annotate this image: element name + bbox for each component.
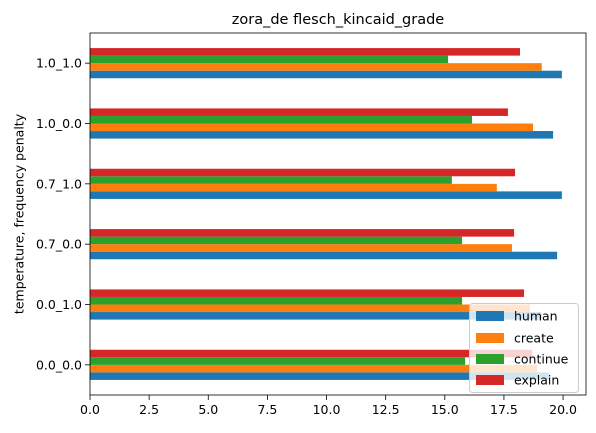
legend-entry-continue: continue [476, 352, 569, 367]
x-tick-label: 7.5 [257, 402, 277, 417]
x-tick-label: 15.0 [431, 402, 459, 417]
y-tick-label: 0.7_0.0 [36, 237, 82, 252]
bar-create-0.0_1.0 [90, 304, 530, 313]
y-tick-label: 1.0_1.0 [36, 56, 82, 71]
bar-human-0.0_1.0 [90, 312, 542, 320]
bar-create-0.0_0.0 [90, 364, 538, 373]
x-tick-label: 5.0 [198, 402, 218, 417]
y-axis-label: temperature, frequency penalty [12, 113, 27, 314]
x-tick-label: 12.5 [372, 402, 400, 417]
bar-human-0.0_0.0 [90, 372, 549, 380]
legend-swatch-create [476, 333, 504, 343]
legend-entry-explain: explain [476, 373, 559, 388]
bar-continue-1.0_0.0 [90, 115, 472, 124]
bar-continue-0.7_0.0 [90, 236, 463, 245]
bar-continue-0.0_0.0 [90, 357, 466, 365]
chart-title: zora_de flesch_kincaid_grade [232, 12, 445, 28]
legend-label-explain: explain [514, 373, 559, 388]
bar-create-1.0_0.0 [90, 123, 534, 132]
bar-human-1.0_0.0 [90, 131, 554, 139]
axes-frame [89, 32, 587, 396]
bar-explain-0.7_0.0 [90, 229, 515, 237]
x-tick-label: 17.5 [490, 402, 518, 417]
legend: human create continue explain [469, 303, 579, 393]
legend-swatch-explain [476, 375, 504, 385]
bar-create-1.0_1.0 [90, 63, 542, 71]
bar-create-0.7_1.0 [90, 183, 497, 192]
ticks-layer: 0.0_0.0 0.0_1.0 0.7_0.0 0.7_1.0 1.0_0.0 1.0_1… [36, 56, 577, 417]
legend-frame [469, 303, 579, 393]
bar-human-0.7_0.0 [90, 251, 558, 260]
legend-label-continue: continue [514, 352, 569, 367]
legend-entry-human: human [476, 309, 558, 324]
y-tick-label: 0.0_0.0 [36, 357, 82, 372]
x-tick-label: 20.0 [549, 402, 577, 417]
bar-continue-0.0_1.0 [90, 296, 463, 305]
legend-swatch-continue [476, 354, 504, 364]
x-tick-label: 10.0 [313, 402, 341, 417]
legend-label-human: human [514, 309, 558, 324]
bars-layer [90, 48, 562, 380]
legend-swatch-human [476, 311, 504, 321]
bar-explain-1.0_0.0 [90, 108, 508, 116]
x-tick-label: 0.0 [80, 402, 100, 417]
bar-create-0.7_0.0 [90, 244, 512, 252]
bar-human-0.7_1.0 [90, 191, 562, 199]
bar-explain-0.0_0.0 [90, 349, 533, 358]
y-tick-label: 0.7_1.0 [36, 176, 82, 191]
bar-human-1.0_1.0 [90, 70, 562, 79]
legend-entry-create: create [476, 331, 554, 346]
legend-label-create: create [514, 331, 554, 346]
bar-explain-1.0_1.0 [90, 48, 521, 56]
y-tick-label: 0.0_1.0 [36, 297, 82, 312]
bar-continue-0.7_1.0 [90, 176, 452, 184]
bar-explain-0.0_1.0 [90, 289, 525, 297]
bar-explain-0.7_1.0 [90, 168, 516, 177]
bar-continue-1.0_1.0 [90, 55, 449, 64]
y-tick-label: 1.0_0.0 [36, 116, 82, 131]
x-tick-label: 2.5 [139, 402, 159, 417]
